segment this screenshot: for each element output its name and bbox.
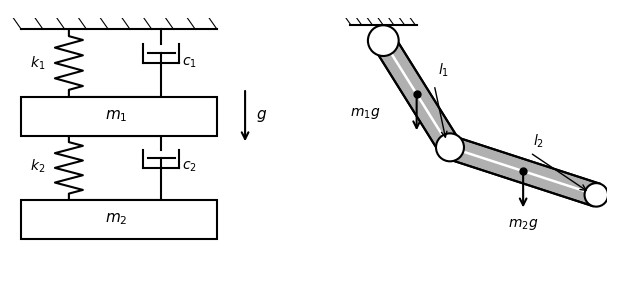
Text: $k_2$: $k_2$	[31, 158, 45, 175]
Text: $g$: $g$	[257, 108, 268, 124]
Polygon shape	[446, 136, 600, 206]
Circle shape	[436, 133, 464, 161]
Text: $l_1$: $l_1$	[438, 62, 449, 79]
Text: $l_2$: $l_2$	[533, 133, 544, 150]
Text: $m_2g$: $m_2g$	[508, 217, 538, 232]
Text: $m_1g$: $m_1g$	[350, 106, 380, 121]
Text: $c_2$: $c_2$	[182, 159, 196, 174]
Bar	[21, 200, 217, 239]
Text: $k_1$: $k_1$	[31, 54, 46, 72]
Text: $m_1$: $m_1$	[105, 108, 128, 124]
Text: $m_2$: $m_2$	[105, 212, 128, 227]
Circle shape	[368, 25, 399, 56]
Bar	[21, 97, 217, 136]
Polygon shape	[373, 34, 460, 154]
Circle shape	[584, 183, 608, 207]
Text: $c_1$: $c_1$	[182, 56, 196, 70]
